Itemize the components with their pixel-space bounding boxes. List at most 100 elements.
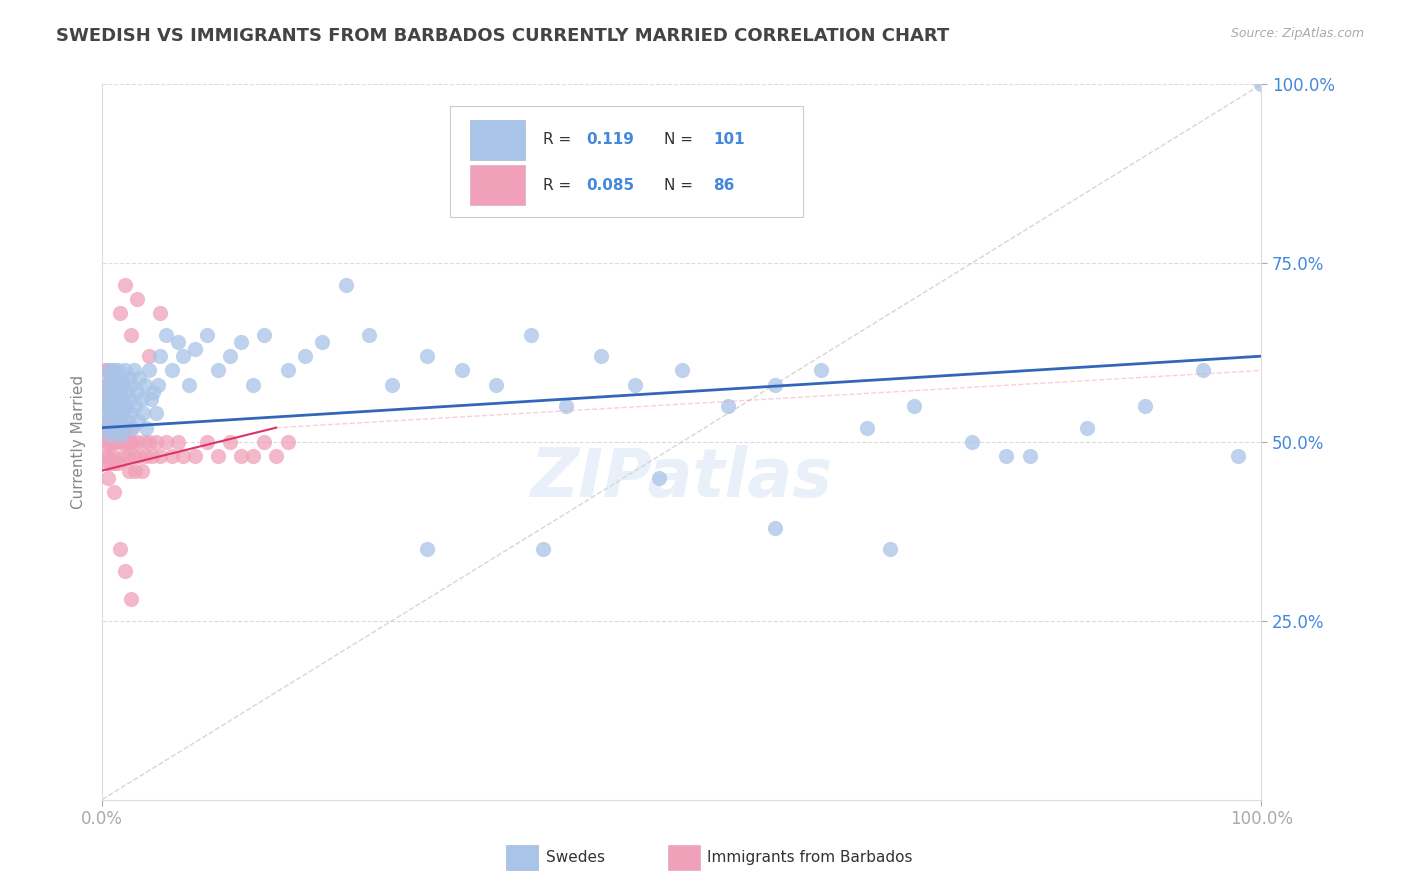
Point <box>94 413 117 427</box>
Point <box>114 420 136 434</box>
Text: R =: R = <box>543 132 576 147</box>
Point <box>104 370 127 384</box>
Point <box>960 434 983 449</box>
Point <box>207 450 229 464</box>
Point <box>93 392 115 406</box>
Point <box>277 434 299 449</box>
Point <box>184 450 207 464</box>
Point <box>105 420 128 434</box>
Point <box>97 434 120 449</box>
Text: 101: 101 <box>713 132 745 147</box>
Point <box>166 334 188 349</box>
Point <box>155 327 177 342</box>
Point <box>93 392 115 406</box>
Text: 0.119: 0.119 <box>586 132 634 147</box>
Point <box>141 450 163 464</box>
Point <box>105 377 128 392</box>
Point <box>98 377 121 392</box>
Point <box>763 521 786 535</box>
Point <box>120 406 142 420</box>
Point <box>117 413 139 427</box>
Point <box>105 377 128 392</box>
Point <box>110 427 132 442</box>
Point <box>138 434 160 449</box>
Point <box>93 420 115 434</box>
Point <box>104 413 127 427</box>
Point <box>112 420 135 434</box>
Point <box>114 399 136 413</box>
Point <box>105 420 128 434</box>
Point <box>127 413 149 427</box>
Point <box>101 377 124 392</box>
Point <box>763 377 786 392</box>
Point <box>149 349 172 363</box>
Point <box>96 457 118 471</box>
Point <box>160 363 183 377</box>
Point <box>531 542 554 557</box>
Point <box>103 457 125 471</box>
Point <box>231 334 253 349</box>
Point <box>98 450 121 464</box>
Point <box>155 434 177 449</box>
Point <box>98 427 121 442</box>
Point <box>128 370 150 384</box>
Point <box>311 334 333 349</box>
Point <box>717 399 740 413</box>
Point <box>122 450 145 464</box>
Point <box>903 399 925 413</box>
Text: 86: 86 <box>713 178 734 194</box>
Point <box>520 327 543 342</box>
Point <box>277 363 299 377</box>
Point <box>172 349 194 363</box>
Point <box>381 377 404 392</box>
Point <box>450 363 472 377</box>
Point <box>107 457 129 471</box>
Point <box>294 349 316 363</box>
Point <box>145 406 167 420</box>
Point <box>93 363 115 377</box>
Point <box>1018 450 1040 464</box>
Point <box>131 392 153 406</box>
Text: 0.085: 0.085 <box>586 178 636 194</box>
Point <box>94 450 117 464</box>
Point <box>335 277 357 292</box>
Point <box>101 450 124 464</box>
Point <box>98 370 121 384</box>
Point <box>135 450 157 464</box>
Point <box>1250 78 1272 92</box>
Y-axis label: Currently Married: Currently Married <box>72 375 86 509</box>
Point <box>1135 399 1157 413</box>
Point <box>110 370 132 384</box>
Point <box>149 450 172 464</box>
Point <box>242 377 264 392</box>
Bar <box>470 165 526 204</box>
Point <box>105 406 128 420</box>
Point <box>100 363 122 377</box>
Point <box>146 377 169 392</box>
Point <box>104 399 127 413</box>
Text: R =: R = <box>543 178 576 194</box>
Point <box>97 471 120 485</box>
Point <box>207 363 229 377</box>
Point <box>108 377 131 392</box>
Bar <box>470 120 526 160</box>
Point <box>98 392 121 406</box>
Point <box>117 450 139 464</box>
Point <box>357 327 380 342</box>
Point <box>114 564 136 578</box>
Point <box>108 384 131 399</box>
Point <box>98 384 121 399</box>
Point <box>97 399 120 413</box>
Point <box>97 363 120 377</box>
Point <box>105 392 128 406</box>
Point <box>96 420 118 434</box>
Point <box>120 420 142 434</box>
Point <box>172 450 194 464</box>
Point <box>115 434 138 449</box>
Point <box>879 542 901 557</box>
Point <box>96 377 118 392</box>
Point <box>145 434 167 449</box>
Point <box>132 434 155 449</box>
Point <box>195 327 218 342</box>
Point <box>101 420 124 434</box>
